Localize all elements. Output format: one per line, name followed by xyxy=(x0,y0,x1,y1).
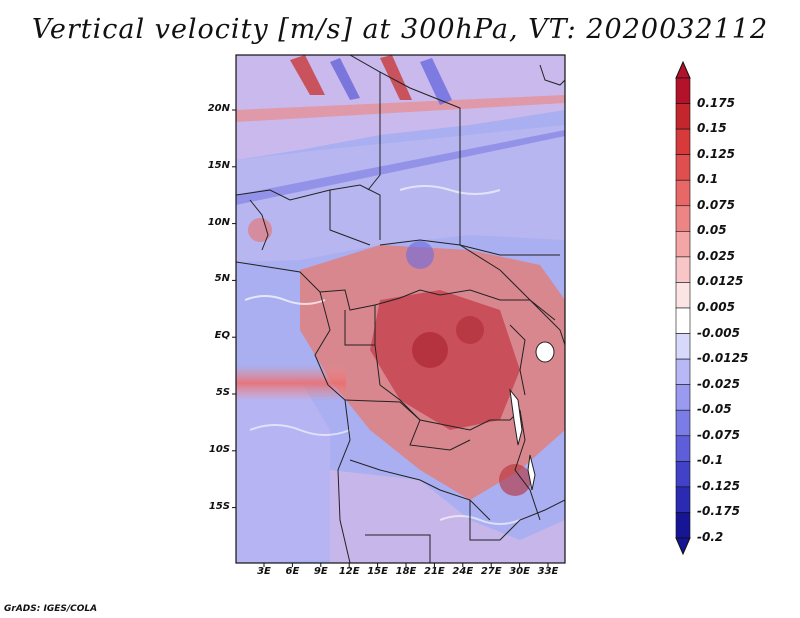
colorbar-segment xyxy=(675,256,691,283)
lat-label-5n: 5N xyxy=(214,273,230,285)
colorbar-segment xyxy=(675,77,691,104)
colorbar-label: -0.05 xyxy=(697,402,732,417)
colorbar-segment xyxy=(675,409,691,437)
colorbar-label: 0.0125 xyxy=(697,274,744,289)
colorbar-segment xyxy=(675,435,691,462)
colorbar-label: 0.005 xyxy=(697,300,735,314)
colorbar-segment xyxy=(675,486,691,513)
colorbar-label: 0.125 xyxy=(697,146,735,161)
lon-label-21e: 21E xyxy=(424,566,445,577)
lat-label-10s: 10S xyxy=(208,443,230,455)
colorbar-label: 0.025 xyxy=(697,248,735,263)
colorbar-segment xyxy=(675,358,691,385)
colorbar-label: -0.075 xyxy=(697,427,740,442)
lon-label-12e: 12E xyxy=(338,566,360,577)
colorbar-label: -0.1 xyxy=(697,453,724,468)
lon-label-33e: 33E xyxy=(537,566,559,577)
lat-label-15n: 15N xyxy=(207,159,230,171)
colorbar-label: -0.025 xyxy=(697,376,740,391)
lon-label-9e: 9E xyxy=(313,566,328,577)
colorbar-segment xyxy=(675,333,691,360)
lake-tanganyika xyxy=(509,388,523,446)
colorbar-segment xyxy=(675,205,691,232)
colorbar-segment xyxy=(675,154,691,181)
lake-malawi xyxy=(527,454,536,491)
lon-label-27e: 27E xyxy=(480,566,502,577)
colorbar-label: 0.175 xyxy=(697,95,735,110)
colorbar-segment xyxy=(675,307,691,334)
colorbar-top-arrow xyxy=(675,60,691,79)
colorbar-label: -0.125 xyxy=(697,478,740,493)
colorbar-segment xyxy=(675,179,691,207)
colorbar-bottom-arrow xyxy=(675,537,691,556)
lat-label-eq: EQ xyxy=(214,330,230,342)
colorbar-segment xyxy=(675,512,691,539)
map-frame xyxy=(235,54,566,564)
colorbar-label: -0.2 xyxy=(697,530,724,544)
lat-label-10n: 10N xyxy=(207,216,230,228)
lat-label-15s: 15S xyxy=(208,500,230,512)
colorbar-segment xyxy=(675,282,691,309)
grads-credit: GrADS: IGES/COLA xyxy=(4,604,98,614)
lon-label-24e: 24E xyxy=(452,566,474,577)
lon-label-30e: 30E xyxy=(509,566,530,577)
lon-label-6e: 6E xyxy=(285,566,300,577)
map-title: Vertical velocity [m/s] at 300hPa, VT: 2… xyxy=(31,14,769,45)
lon-label-3e: 3E xyxy=(257,566,271,577)
colorbar-segment xyxy=(675,461,691,488)
colorbar-segment xyxy=(675,384,691,411)
colorbar-label: 0.15 xyxy=(697,121,727,136)
colorbar-label: 0.075 xyxy=(697,197,735,212)
lake-victoria xyxy=(535,341,555,363)
colorbar-label: -0.175 xyxy=(697,504,740,519)
country-borders xyxy=(236,55,565,563)
colorbar-segment xyxy=(675,128,691,155)
lon-label-15e: 15E xyxy=(367,566,388,577)
lat-label-5s: 5S xyxy=(215,387,230,398)
colorbar-label: 0.05 xyxy=(697,223,727,238)
colorbar-label: -0.0125 xyxy=(697,351,749,366)
velocity-field xyxy=(236,55,565,563)
colorbar-segment xyxy=(675,103,691,130)
colorbar xyxy=(675,60,691,556)
colorbar-label: -0.005 xyxy=(697,325,740,340)
colorbar-label: 0.1 xyxy=(697,172,719,187)
colorbar-segment xyxy=(675,231,691,258)
lat-ticks xyxy=(232,109,236,509)
lon-ticks xyxy=(263,563,549,567)
lat-label-20n: 20N xyxy=(207,103,230,114)
lon-label-18e: 18E xyxy=(395,566,417,577)
